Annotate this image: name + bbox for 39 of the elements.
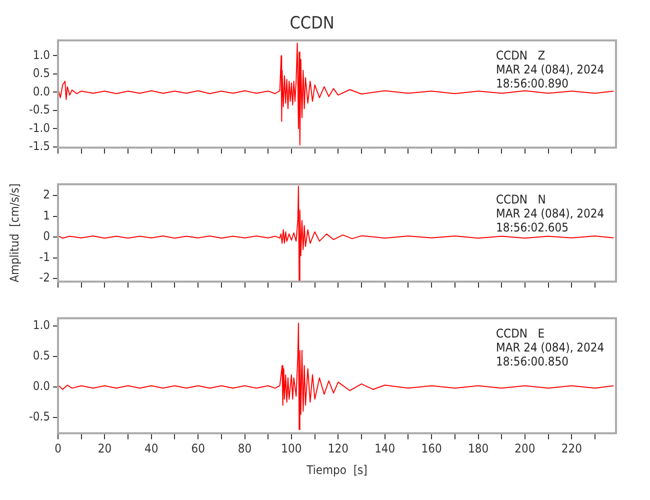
annotation: 18:56:02.605 (496, 220, 569, 234)
y-tick-label: 0.5 (32, 348, 50, 363)
x-tick-label: 80 (238, 442, 252, 456)
annotation: CCDN Z (496, 48, 546, 63)
annotation: CCDN E (496, 326, 545, 340)
x-tick-label: 40 (144, 442, 158, 456)
y-tick-label: 0 (43, 229, 50, 244)
x-tick-label: 160 (421, 442, 442, 456)
annotation: MAR 24 (084), 2024 (496, 206, 604, 220)
annotation: 18:56:00.890 (496, 76, 569, 91)
x-tick-label: 180 (468, 442, 489, 456)
y-tick-label: 0.0 (32, 379, 50, 394)
x-tick-label: 120 (328, 442, 349, 456)
y-tick-label: 0.5 (32, 66, 50, 80)
y-tick-label: -0.5 (28, 102, 50, 117)
y-tick-label: -1.0 (28, 120, 50, 135)
chart-title: CCDN (290, 14, 334, 34)
x-tick-label: 200 (514, 442, 536, 456)
x-tick-label: 60 (191, 442, 206, 456)
annotation: CCDN N (496, 192, 546, 206)
y-tick-label: 1.0 (32, 318, 50, 332)
x-tick-label: 140 (374, 442, 396, 456)
y-tick-label: 1 (43, 208, 50, 222)
annotation: MAR 24 (084), 2024 (496, 340, 604, 354)
annotation: 18:56:00.850 (496, 354, 569, 368)
y-tick-label: -1 (39, 250, 50, 264)
y-tick-label: -2 (39, 270, 50, 285)
y-tick-label: 1.0 (32, 48, 50, 62)
y-tick-label: 0.0 (32, 84, 50, 98)
annotation: MAR 24 (084), 2024 (496, 62, 604, 77)
y-tick-label: -1.5 (28, 138, 50, 153)
y-tick-label: 2 (43, 188, 50, 202)
x-tick-label: 220 (561, 442, 582, 456)
y-tick-label: -0.5 (28, 410, 50, 424)
x-tick-label: 100 (281, 442, 302, 456)
x-axis-title: Tiempo [s] (306, 462, 368, 477)
x-tick-label: 0 (54, 442, 62, 456)
y-axis-title: Amplitud [cm/s/s] (7, 183, 22, 282)
x-tick-label: 20 (98, 442, 112, 456)
